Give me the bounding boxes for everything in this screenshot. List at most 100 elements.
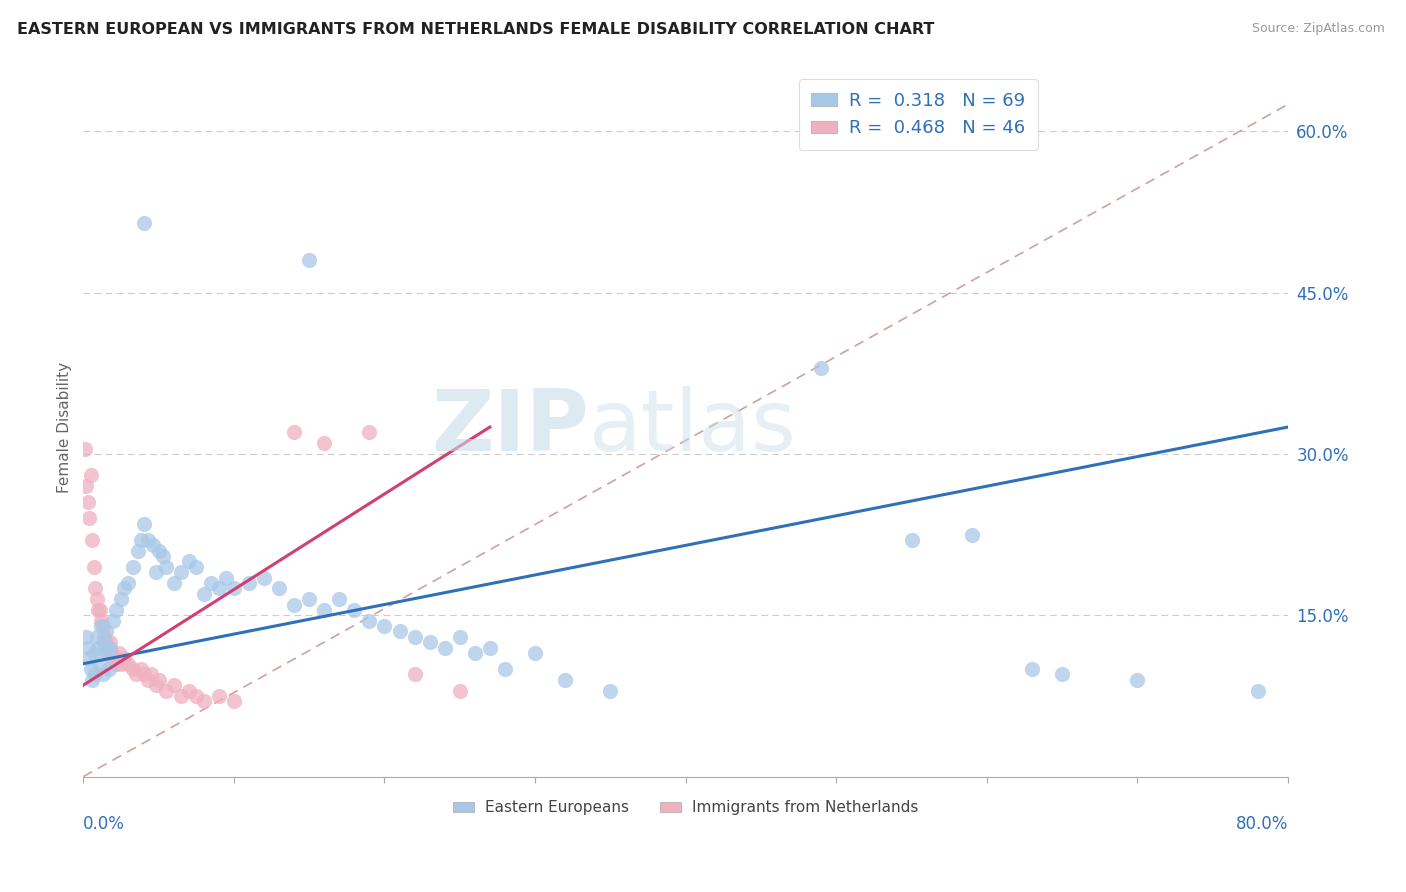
Point	[238, 576, 260, 591]
Point	[1126, 673, 1149, 687]
Point	[163, 678, 186, 692]
Point	[359, 425, 381, 440]
Point	[1021, 662, 1043, 676]
Point	[90, 614, 112, 628]
Point	[117, 657, 139, 671]
Text: EASTERN EUROPEAN VS IMMIGRANTS FROM NETHERLANDS FEMALE DISABILITY CORRELATION CH: EASTERN EUROPEAN VS IMMIGRANTS FROM NETH…	[17, 22, 934, 37]
Point	[93, 635, 115, 649]
Point	[314, 603, 336, 617]
Point	[810, 360, 832, 375]
Point	[132, 516, 155, 531]
Point	[148, 673, 170, 687]
Point	[125, 667, 148, 681]
Point	[110, 657, 132, 671]
Point	[222, 582, 245, 596]
Point	[152, 549, 174, 563]
Point	[170, 566, 193, 580]
Point	[1247, 683, 1270, 698]
Point	[136, 673, 159, 687]
Point	[84, 582, 107, 596]
Point	[283, 425, 305, 440]
Point	[105, 603, 128, 617]
Point	[253, 571, 276, 585]
Point	[373, 619, 395, 633]
Point	[75, 479, 97, 493]
Point	[464, 646, 486, 660]
Point	[91, 619, 114, 633]
Point	[100, 640, 122, 655]
Point	[215, 571, 238, 585]
Point	[90, 619, 112, 633]
Point	[449, 630, 471, 644]
Y-axis label: Female Disability: Female Disability	[58, 361, 72, 492]
Point	[449, 683, 471, 698]
Point	[82, 673, 104, 687]
Point	[83, 646, 105, 660]
Point	[404, 630, 426, 644]
Point	[524, 646, 547, 660]
Point	[91, 667, 114, 681]
Point	[132, 216, 155, 230]
Text: ZIP: ZIP	[432, 385, 589, 468]
Point	[94, 635, 117, 649]
Point	[145, 678, 167, 692]
Point	[97, 662, 120, 676]
Point	[87, 603, 110, 617]
Point	[94, 624, 117, 639]
Point	[132, 667, 155, 681]
Text: Source: ZipAtlas.com: Source: ZipAtlas.com	[1251, 22, 1385, 36]
Point	[314, 436, 336, 450]
Point	[298, 592, 321, 607]
Point	[84, 667, 107, 681]
Point	[122, 560, 145, 574]
Point	[186, 689, 208, 703]
Point	[89, 603, 111, 617]
Point	[80, 468, 103, 483]
Point	[208, 689, 231, 703]
Point	[177, 683, 200, 698]
Point	[76, 640, 98, 655]
Point	[112, 582, 135, 596]
Point	[97, 646, 120, 660]
Point	[142, 538, 165, 552]
Point	[86, 630, 108, 644]
Point	[103, 614, 125, 628]
Point	[148, 543, 170, 558]
Point	[388, 624, 411, 639]
Point	[89, 657, 111, 671]
Point	[112, 651, 135, 665]
Point	[83, 560, 105, 574]
Point	[117, 576, 139, 591]
Point	[79, 511, 101, 525]
Text: 0.0%: 0.0%	[83, 815, 125, 833]
Point	[129, 662, 152, 676]
Point	[100, 635, 122, 649]
Point	[145, 566, 167, 580]
Point	[96, 640, 118, 655]
Point	[80, 662, 103, 676]
Point	[139, 667, 162, 681]
Point	[177, 554, 200, 568]
Point	[960, 527, 983, 541]
Point	[103, 651, 125, 665]
Point	[478, 640, 501, 655]
Point	[101, 646, 124, 660]
Point	[554, 673, 576, 687]
Point	[76, 495, 98, 509]
Point	[129, 533, 152, 547]
Point	[79, 651, 101, 665]
Point	[73, 442, 96, 456]
Point	[404, 667, 426, 681]
Legend: Eastern Europeans, Immigrants from Netherlands: Eastern Europeans, Immigrants from Nethe…	[447, 794, 924, 822]
Point	[108, 646, 131, 660]
Text: 80.0%: 80.0%	[1236, 815, 1288, 833]
Point	[283, 598, 305, 612]
Point	[122, 662, 145, 676]
Point	[155, 560, 177, 574]
Point	[186, 560, 208, 574]
Point	[222, 694, 245, 708]
Point	[136, 533, 159, 547]
Point	[87, 640, 110, 655]
Point	[163, 576, 186, 591]
Point	[86, 592, 108, 607]
